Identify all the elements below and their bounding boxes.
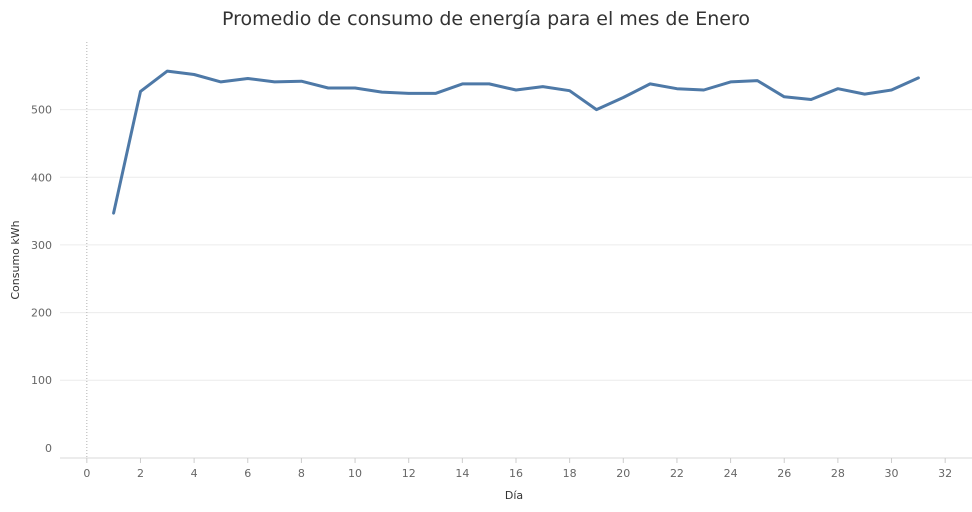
x-axis-ticks: 0 2 4 6 8 10 12 14 16 18 20 22 24 26 28 30 32 [83, 458, 952, 480]
x-tick-label: 28 [831, 467, 845, 480]
x-tick-label: 0 [83, 467, 90, 480]
data-point-day-7[interactable] [272, 79, 278, 85]
y-tick-label: 0 [45, 442, 52, 455]
x-tick-label: 14 [455, 467, 469, 480]
data-point-day-9[interactable] [325, 85, 331, 91]
data-point-day-28[interactable] [835, 86, 841, 92]
data-point-day-6[interactable] [245, 76, 251, 82]
data-point-day-12[interactable] [406, 90, 412, 96]
data-point-day-19[interactable] [593, 107, 599, 113]
data-point-day-22[interactable] [674, 86, 680, 92]
y-tick-label: 500 [31, 104, 52, 117]
gridlines [60, 109, 972, 381]
data-point-day-23[interactable] [701, 87, 707, 93]
series-line[interactable] [112, 69, 920, 215]
x-tick-label: 18 [563, 467, 577, 480]
data-point-day-26[interactable] [781, 94, 787, 100]
x-tick-label: 10 [348, 467, 362, 480]
y-tick-label: 300 [31, 239, 52, 252]
y-tick-label: 200 [31, 307, 52, 320]
data-points [111, 68, 922, 216]
data-point-day-30[interactable] [889, 87, 895, 93]
x-tick-label: 8 [298, 467, 305, 480]
data-point-day-3[interactable] [164, 68, 170, 74]
data-point-day-18[interactable] [567, 88, 573, 94]
y-axis-title: Consumo kWh [9, 220, 22, 299]
x-axis-title: Día [505, 489, 523, 502]
y-tick-label: 400 [31, 171, 52, 184]
x-tick-label: 20 [616, 467, 630, 480]
data-point-day-24[interactable] [728, 79, 734, 85]
x-tick-label: 12 [402, 467, 416, 480]
data-point-day-15[interactable] [486, 81, 492, 87]
data-point-day-31[interactable] [915, 75, 921, 81]
y-tick-label: 100 [31, 374, 52, 387]
x-tick-label: 16 [509, 467, 523, 480]
x-tick-label: 4 [191, 467, 198, 480]
x-tick-label: 30 [885, 467, 899, 480]
data-point-day-10[interactable] [352, 85, 358, 91]
data-point-day-20[interactable] [620, 94, 626, 100]
data-point-day-17[interactable] [540, 84, 546, 90]
x-tick-label: 22 [670, 467, 684, 480]
data-point-day-4[interactable] [191, 71, 197, 77]
x-tick-label: 2 [137, 467, 144, 480]
data-point-day-8[interactable] [298, 78, 304, 84]
data-point-day-21[interactable] [647, 81, 653, 87]
data-point-day-1[interactable] [111, 210, 117, 216]
x-tick-label: 26 [777, 467, 791, 480]
data-point-day-2[interactable] [137, 88, 143, 94]
data-point-day-14[interactable] [459, 81, 465, 87]
x-tick-label: 24 [724, 467, 738, 480]
data-point-day-11[interactable] [379, 89, 385, 95]
data-point-day-5[interactable] [218, 79, 224, 85]
y-axis-ticks: 0 100 200 300 400 500 [31, 104, 52, 455]
data-point-day-25[interactable] [754, 78, 760, 84]
x-tick-label: 6 [244, 467, 251, 480]
data-point-day-29[interactable] [862, 91, 868, 97]
chart-title: Promedio de consumo de energía para el m… [222, 8, 750, 30]
data-point-day-16[interactable] [513, 87, 519, 93]
data-point-day-13[interactable] [433, 90, 439, 96]
data-point-day-27[interactable] [808, 96, 814, 102]
x-tick-label: 32 [938, 467, 952, 480]
